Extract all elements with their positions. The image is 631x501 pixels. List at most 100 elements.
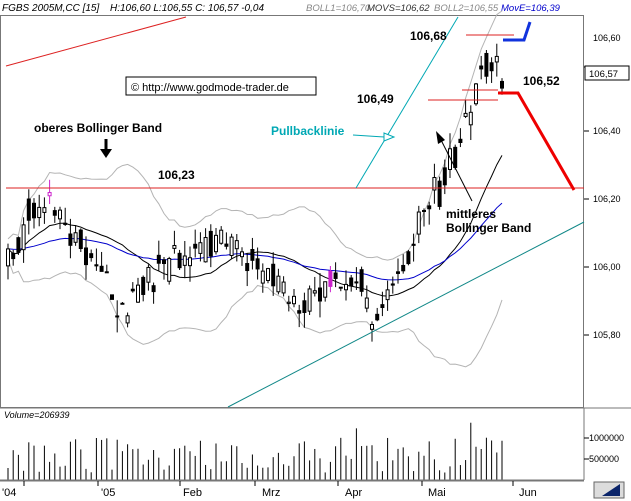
y-tick-label: 106,00 — [593, 262, 621, 272]
candle — [427, 201, 432, 225]
candle — [333, 262, 338, 288]
candle — [52, 206, 57, 223]
candle-body — [494, 55, 499, 63]
candle — [276, 268, 281, 295]
candle-body — [416, 211, 421, 235]
header-boll1: BOLL1=106,70 — [306, 3, 371, 14]
candle — [234, 234, 239, 262]
candle-body — [214, 234, 218, 253]
candle — [172, 230, 177, 254]
candle — [297, 304, 302, 328]
header-ohlc: H:106,60 L:106,55 C: 106,57 -0,04 — [110, 3, 264, 14]
resize-grip-icon[interactable] — [602, 484, 620, 496]
candle — [364, 285, 369, 313]
candle — [390, 276, 395, 294]
candle-body — [312, 290, 317, 294]
candle — [136, 277, 140, 303]
candle — [208, 224, 213, 268]
candle — [255, 247, 260, 280]
red-trendline — [5, 16, 187, 67]
candle — [411, 233, 416, 262]
candle-body — [52, 210, 57, 216]
candle — [401, 254, 406, 274]
candle-body — [104, 271, 109, 274]
mid-band-label-2: Bollinger Band — [446, 221, 531, 235]
candle-body — [500, 80, 504, 89]
candle-body — [208, 230, 213, 257]
candle — [286, 295, 291, 312]
candle — [89, 249, 94, 262]
candle — [229, 233, 234, 260]
level-label-top: 106,68 — [410, 29, 447, 43]
candle — [177, 249, 182, 270]
candle — [349, 274, 354, 292]
candle — [156, 240, 161, 272]
candle — [344, 270, 348, 301]
header-symbol: FGBS 2005M,CC [15] — [2, 3, 99, 14]
candle — [318, 273, 322, 318]
candle-body — [297, 310, 302, 314]
candle-body — [141, 276, 146, 295]
candle-body — [162, 259, 166, 265]
candle-body — [32, 202, 36, 219]
candle-body — [11, 252, 16, 260]
header-move: MovE=106,39 — [501, 3, 561, 14]
candle-body — [47, 192, 52, 197]
candle-body — [177, 252, 182, 269]
candle — [110, 294, 114, 300]
candle — [281, 276, 286, 297]
candle-body — [266, 268, 270, 281]
candle-body — [78, 229, 83, 250]
candle — [146, 264, 151, 291]
candle-body — [125, 315, 130, 324]
upper-band-label: oberes Bollinger Band — [34, 121, 162, 135]
candle — [250, 237, 255, 270]
candle — [448, 133, 452, 178]
candle — [203, 228, 208, 263]
candle-body — [255, 258, 260, 270]
candle — [151, 282, 156, 304]
candle-body — [328, 270, 333, 287]
candle — [182, 241, 187, 279]
candle-body — [432, 177, 437, 191]
candle-body — [422, 210, 426, 213]
y-tick-label: 106,20 — [593, 194, 621, 204]
pullback-line — [355, 16, 459, 189]
candle — [292, 288, 296, 308]
mid-band-arrow-icon — [439, 137, 473, 202]
candle — [84, 236, 88, 280]
candle — [115, 300, 120, 333]
candle — [130, 282, 135, 293]
candle — [302, 292, 307, 328]
candle-body — [130, 288, 135, 292]
mid-band-arrow-head-icon — [436, 131, 445, 144]
candle-body — [219, 229, 224, 244]
candle-body — [73, 232, 78, 243]
volume-label: Volume=206939 — [4, 410, 69, 420]
candle-body — [120, 302, 125, 305]
candle — [120, 302, 125, 305]
candle-body — [390, 283, 395, 286]
candle — [458, 128, 463, 148]
candle-body — [437, 180, 442, 207]
candle-body — [380, 304, 385, 309]
last-price-label: 106,57 — [589, 69, 618, 80]
mid-band-label-1: mittleres — [446, 207, 496, 221]
candle-body — [156, 254, 161, 264]
candle-body — [401, 264, 406, 272]
candle — [380, 291, 385, 317]
candle — [245, 253, 250, 287]
candle-body — [396, 271, 400, 274]
y-tick-label: 106,60 — [593, 33, 621, 43]
candle-body — [484, 52, 489, 77]
x-tick-label: Apr — [345, 487, 362, 499]
candle-body — [281, 281, 286, 294]
candle — [73, 225, 78, 246]
candle — [338, 286, 343, 292]
candle-body — [344, 283, 348, 291]
ema-line — [7, 202, 503, 281]
candle — [47, 179, 52, 205]
candle-body — [489, 62, 494, 72]
candle-body — [338, 286, 343, 289]
candle — [6, 243, 10, 280]
